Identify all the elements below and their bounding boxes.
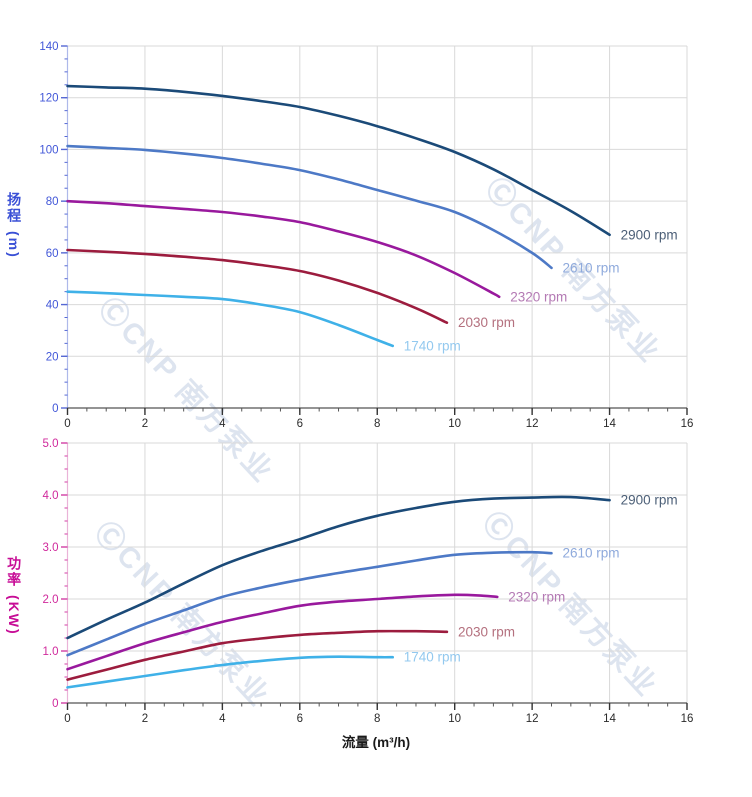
curve-2320-rpm [66,593,499,671]
x-tick-label: 10 [448,713,461,725]
flow-axis-title: 流量 (m³/h) [341,735,411,750]
x-tick-label: 6 [297,418,303,430]
x-tick-label: 14 [603,713,616,725]
x-tick-label: 2 [142,418,148,430]
power-vs-flow-chart: 0 1.0 2.0 3.0 4.0 5.0 0 2 4 6 8 10 12 14 16 2900 rpm 261… [43,438,694,725]
x-tick-label: 12 [526,713,539,725]
y-tick-label: 0 [52,698,58,710]
power-axis-title: 功率 (KW) [6,556,22,636]
curve-2030-rpm [66,629,449,681]
y-tick-label: 140 [39,41,58,53]
y-tick-label: 120 [39,93,58,105]
x-tick-label: 12 [526,418,539,430]
curve-label-2900-rpm: 2900 rpm [621,493,678,508]
curve-label-2030-rpm: 2030 rpm [458,315,515,330]
y-tick-label: 60 [46,248,59,260]
curve-label-2030-rpm: 2030 rpm [458,624,515,639]
curve-2030-rpm [66,248,449,324]
curve-label-1740-rpm: 1740 rpm [404,338,461,353]
curve-1740-rpm [66,655,394,689]
y-tick-label: 100 [39,144,58,156]
curve-label-2320-rpm: 2320 rpm [510,289,567,304]
curve-label-2320-rpm: 2320 rpm [508,589,565,604]
curve-label-1740-rpm: 1740 rpm [404,650,461,665]
x-tick-label: 2 [142,713,148,725]
head-axis-title-text: 扬程 [6,192,23,224]
power-axis-title-unit: (KW) [6,595,23,636]
x-tick-label: 10 [448,418,461,430]
x-tick-label: 4 [219,713,226,725]
y-tick-label: 4.0 [43,490,59,502]
x-tick-label: 6 [297,713,303,725]
y-tick-label: 0 [52,403,58,415]
curve-2900-rpm [66,495,611,640]
y-tick-label: 40 [46,300,59,312]
x-tick-label: 16 [681,713,694,725]
head-vs-flow-chart: 0 20 40 60 80 100 120 140 0 2 4 6 8 10 12 14 16 2900 rpm 2… [39,41,693,430]
y-tick-label: 3.0 [43,542,59,554]
y-tick-label: 5.0 [43,438,59,450]
curve-1740-rpm [66,290,394,348]
head-axis-title-unit: (m) [6,231,23,259]
x-tick-label: 16 [681,418,694,430]
x-tick-label: 14 [603,418,616,430]
y-tick-label: 80 [46,196,59,208]
y-tick-label: 20 [46,351,59,363]
y-tick-label: 1.0 [43,646,59,658]
curve-2900-rpm [66,84,611,237]
curve-2320-rpm [66,199,501,299]
curve-label-2900-rpm: 2900 rpm [621,227,678,242]
x-tick-label: 8 [374,713,380,725]
x-tick-label: 0 [64,713,70,725]
x-tick-label: 0 [64,418,70,430]
curve-2610-rpm [66,550,553,657]
curve-label-2610-rpm: 2610 rpm [562,260,619,275]
y-tick-label: 2.0 [43,594,59,606]
power-axis-title-text: 功率 [6,556,23,588]
x-tick-label: 4 [219,418,226,430]
curve-label-2610-rpm: 2610 rpm [562,546,619,561]
x-tick-label: 8 [374,418,380,430]
head-axis-title: 扬程 (m) [6,192,22,259]
curve-2610-rpm [66,144,553,270]
